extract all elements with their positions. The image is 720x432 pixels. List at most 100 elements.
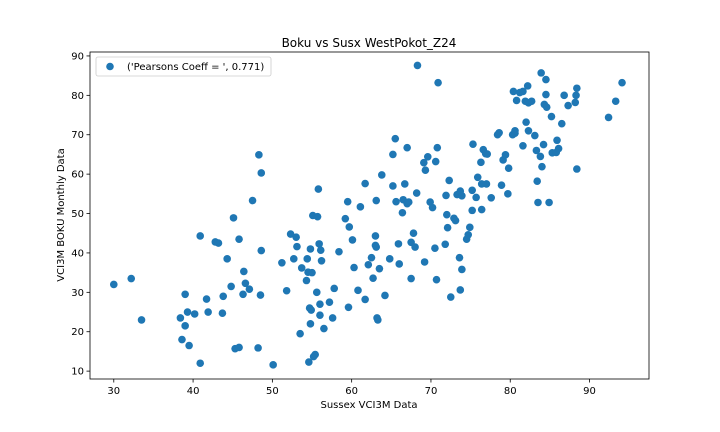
data-point xyxy=(316,311,324,319)
data-point xyxy=(524,126,533,135)
plot-axes: 30 40 50 60 70 80 90 10 20 30 40 50 60 70 80 90 xyxy=(71,51,650,397)
data-point xyxy=(443,223,452,232)
data-point xyxy=(522,118,530,126)
data-point xyxy=(527,97,536,106)
data-point xyxy=(293,242,301,251)
data-point xyxy=(468,186,476,195)
data-point xyxy=(316,300,324,308)
data-point xyxy=(434,78,442,87)
data-point xyxy=(302,276,311,285)
data-point xyxy=(611,97,620,106)
data-point xyxy=(257,169,266,177)
data-point xyxy=(464,231,473,239)
axes-frame xyxy=(89,51,650,380)
data-point xyxy=(372,243,381,251)
y-tick-label: 90 xyxy=(71,51,84,62)
chart-title: Boku vs Susx WestPokot_Z24 xyxy=(282,36,457,50)
data-point xyxy=(325,298,334,306)
x-tick-label: 70 xyxy=(425,386,438,397)
data-point xyxy=(303,255,312,263)
data-point xyxy=(482,180,491,188)
data-point xyxy=(214,239,223,247)
data-point xyxy=(433,143,442,152)
data-point xyxy=(473,173,482,182)
data-point xyxy=(345,223,354,231)
data-point xyxy=(307,306,316,314)
data-point xyxy=(604,113,613,122)
data-point xyxy=(487,193,496,202)
data-point xyxy=(344,303,353,312)
data-point xyxy=(229,214,238,222)
data-point xyxy=(241,279,250,288)
data-point xyxy=(369,274,377,282)
data-point xyxy=(286,230,295,238)
data-point xyxy=(364,260,373,269)
data-point xyxy=(181,290,189,299)
data-point xyxy=(227,282,235,291)
data-point xyxy=(385,255,394,263)
data-point xyxy=(403,143,411,152)
data-point xyxy=(497,181,506,189)
data-point xyxy=(361,295,369,304)
data-point xyxy=(372,196,381,205)
x-tick-label: 60 xyxy=(345,386,358,397)
y-tick-label: 70 xyxy=(71,130,84,141)
data-point xyxy=(542,90,550,99)
data-point xyxy=(442,191,450,200)
data-point xyxy=(315,240,323,248)
data-point xyxy=(432,275,441,284)
data-point xyxy=(420,158,428,167)
data-point xyxy=(289,255,298,263)
data-point xyxy=(204,308,212,316)
data-point xyxy=(235,235,243,243)
y-tick-label: 80 xyxy=(71,91,84,102)
data-point xyxy=(446,293,455,301)
data-point xyxy=(564,101,572,110)
data-point xyxy=(407,274,415,283)
data-point xyxy=(412,189,421,197)
data-point xyxy=(375,264,384,273)
y-tick-label: 50 xyxy=(71,209,84,220)
data-point xyxy=(223,255,231,263)
data-point xyxy=(542,75,550,84)
data-point xyxy=(239,290,247,299)
data-point xyxy=(394,240,403,248)
x-tick-label: 80 xyxy=(504,386,517,397)
data-point xyxy=(109,280,118,289)
data-point xyxy=(335,247,343,256)
data-point xyxy=(395,260,404,268)
data-point xyxy=(511,126,519,135)
data-point xyxy=(456,286,465,294)
data-point xyxy=(504,164,513,173)
x-tick-label: 40 xyxy=(187,386,200,397)
y-axis-ticks: 10 20 30 40 50 60 70 80 90 xyxy=(71,51,90,378)
data-point xyxy=(181,322,189,330)
data-point xyxy=(371,232,380,240)
data-point xyxy=(554,144,563,153)
data-point xyxy=(278,258,286,267)
data-point xyxy=(389,182,397,190)
data-point xyxy=(377,171,386,179)
legend-frame xyxy=(95,56,272,77)
data-point xyxy=(501,151,510,159)
data-point xyxy=(451,216,460,225)
data-point xyxy=(400,180,409,188)
data-point xyxy=(533,177,541,186)
data-point xyxy=(468,206,476,215)
data-point xyxy=(254,344,262,352)
data-point xyxy=(314,185,323,193)
data-point xyxy=(509,87,518,96)
data-point xyxy=(495,128,503,137)
data-point xyxy=(313,212,322,221)
data-point xyxy=(571,98,580,107)
data-point xyxy=(219,292,228,301)
data-point xyxy=(431,244,439,252)
data-point xyxy=(483,150,492,158)
data-point xyxy=(420,258,429,266)
data-point xyxy=(547,112,556,121)
data-point xyxy=(389,150,397,159)
data-point xyxy=(441,240,450,249)
x-axis-ticks: 30 40 50 60 70 80 90 xyxy=(107,379,596,397)
data-point xyxy=(356,203,365,211)
